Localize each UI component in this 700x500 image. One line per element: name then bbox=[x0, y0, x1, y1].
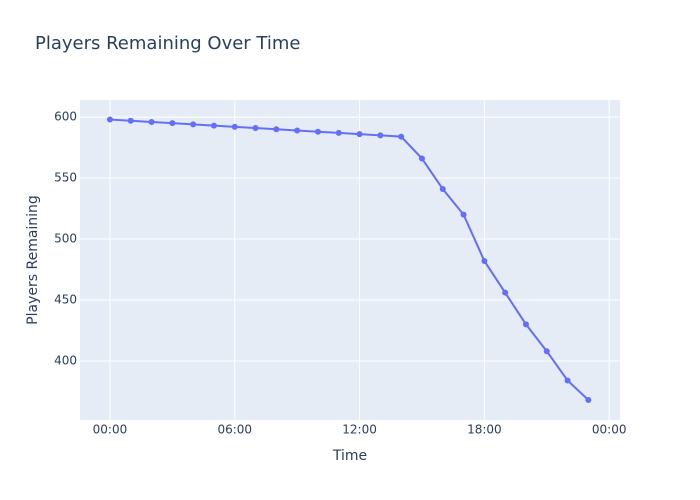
marker bbox=[439, 186, 446, 193]
x-axis-title: Time bbox=[332, 448, 367, 464]
marker bbox=[460, 211, 467, 218]
marker bbox=[148, 118, 155, 125]
marker bbox=[231, 123, 238, 130]
marker bbox=[585, 397, 592, 403]
y-axis-title: Players Remaining bbox=[25, 195, 41, 325]
marker bbox=[418, 155, 425, 162]
marker bbox=[356, 131, 363, 138]
marker bbox=[377, 132, 384, 139]
x-tick-label: 00:00 bbox=[93, 423, 128, 437]
x-tick-label: 00:00 bbox=[592, 423, 627, 437]
marker bbox=[543, 348, 550, 355]
y-tick-label: 450 bbox=[54, 293, 77, 307]
marker bbox=[314, 128, 321, 135]
y-tick-label: 600 bbox=[54, 110, 77, 124]
marker bbox=[190, 121, 197, 128]
x-tick-label: 18:00 bbox=[467, 423, 502, 437]
marker bbox=[169, 120, 176, 127]
marker bbox=[335, 129, 342, 136]
marker bbox=[127, 117, 134, 124]
marker bbox=[252, 125, 259, 132]
marker bbox=[210, 122, 217, 129]
marker bbox=[522, 321, 529, 328]
plot-area bbox=[80, 100, 620, 420]
y-tick-label: 550 bbox=[54, 171, 77, 185]
marker bbox=[294, 127, 301, 134]
x-tick-label: 06:00 bbox=[217, 423, 252, 437]
marker bbox=[106, 116, 113, 123]
line bbox=[109, 118, 590, 401]
marker bbox=[564, 377, 571, 384]
y-tick-label: 500 bbox=[54, 232, 77, 246]
x-tick-label: 12:00 bbox=[342, 423, 377, 437]
y-tick-label: 400 bbox=[54, 353, 77, 367]
marker bbox=[273, 126, 280, 133]
marker bbox=[502, 289, 509, 296]
marker bbox=[398, 133, 405, 140]
marker bbox=[481, 257, 488, 264]
chart-title: Players Remaining Over Time bbox=[35, 33, 300, 54]
